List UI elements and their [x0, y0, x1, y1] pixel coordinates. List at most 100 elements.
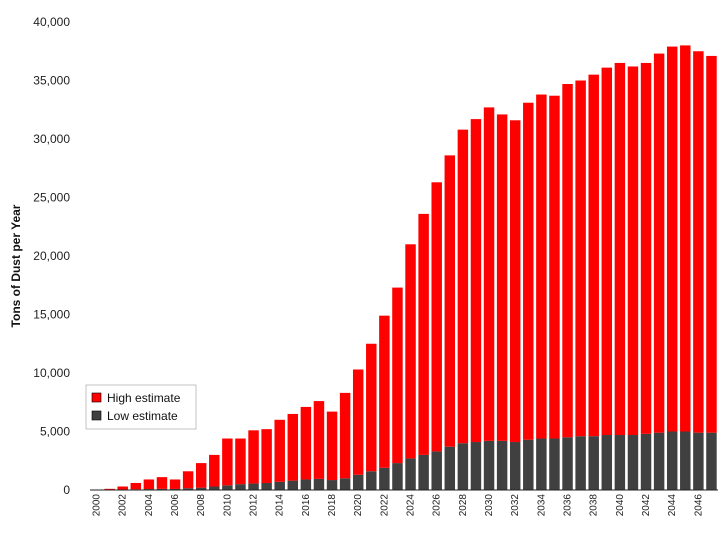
- legend-box: [85, 384, 197, 430]
- bar-high-2032: [509, 120, 521, 443]
- bar-low-2033: [523, 439, 534, 490]
- x-tick-label: 2028: [458, 494, 469, 517]
- legend: High estimate Low estimate: [85, 384, 197, 430]
- bar-high-2011: [235, 438, 246, 485]
- y-tick-label: 5,000: [40, 425, 70, 439]
- x-tick-label: 2034: [536, 494, 547, 517]
- bar-high-2007: [182, 471, 194, 489]
- bar-high-2006: [169, 479, 181, 489]
- x-tick-label: 2010: [222, 494, 233, 517]
- bar-high-2034: [536, 94, 547, 439]
- bar-high-2047: [706, 55, 717, 433]
- bar-low-2042: [640, 433, 652, 490]
- bar-high-2009: [209, 454, 220, 487]
- bar-low-2011: [235, 484, 246, 490]
- bar-low-2034: [536, 438, 547, 490]
- bar-high-2033: [523, 102, 534, 440]
- bar-high-2017: [313, 401, 325, 479]
- x-tick-label: 2026: [432, 494, 443, 517]
- x-tick-label: 2042: [641, 494, 652, 517]
- bar-high-2013: [261, 429, 272, 483]
- bar-high-2015: [287, 413, 299, 481]
- x-tick-label: 2044: [667, 494, 678, 517]
- bar-high-2035: [549, 95, 560, 439]
- bar-high-2045: [680, 45, 691, 432]
- bar-low-2036: [562, 437, 573, 490]
- bar-low-2035: [549, 438, 560, 490]
- bar-low-2030: [483, 440, 495, 490]
- bar-high-2005: [156, 477, 168, 489]
- bar-low-2010: [222, 485, 233, 490]
- bar-high-2039: [601, 67, 613, 436]
- bar-high-2042: [640, 62, 652, 434]
- bar-low-2032: [509, 442, 521, 490]
- y-tick-label: 35,000: [33, 74, 70, 88]
- bar-low-2046: [693, 432, 704, 490]
- bar-low-2008: [195, 487, 207, 490]
- legend-high-label: High estimate: [107, 391, 181, 405]
- bar-high-2024: [405, 244, 416, 459]
- bar-high-2025: [418, 213, 429, 455]
- bar-high-2030: [483, 107, 495, 441]
- x-tick-label: 2012: [249, 494, 260, 517]
- bar-low-2031: [496, 440, 508, 490]
- y-tick-labels: 0 5,000 10,000 15,000 20,000 25,000 30,000 35,0…: [33, 15, 70, 497]
- bar-low-2038: [588, 436, 599, 490]
- x-tick-label: 2036: [563, 494, 574, 517]
- x-tick-label: 2000: [92, 494, 103, 517]
- bar-low-2016: [300, 479, 312, 490]
- x-tick-label: 2030: [484, 494, 495, 517]
- bar-low-2009: [209, 486, 220, 490]
- x-tick-label: 2022: [379, 494, 390, 517]
- legend-low-label: Low estimate: [107, 409, 178, 423]
- legend-high-swatch: [91, 392, 102, 403]
- x-tick-label: 2040: [615, 494, 626, 517]
- bar-high-2001: [104, 488, 115, 490]
- x-tick-label: 2020: [353, 494, 364, 517]
- bar-high-2043: [653, 53, 665, 433]
- bar-high-2046: [693, 51, 704, 433]
- bar-high-2036: [562, 84, 573, 438]
- bar-high-2038: [588, 74, 599, 437]
- x-tick-label: 2024: [406, 494, 417, 517]
- bar-low-2023: [392, 463, 403, 490]
- bar-high-2016: [300, 406, 312, 480]
- bar-high-2002: [117, 486, 128, 490]
- bar-high-2021: [366, 343, 377, 472]
- bar-low-2014: [274, 481, 285, 490]
- bar-low-2019: [339, 478, 351, 490]
- x-tick-label: 2038: [589, 494, 600, 517]
- bar-low-2013: [261, 482, 272, 490]
- bar-high-2037: [575, 80, 586, 437]
- bar-low-2043: [653, 432, 665, 490]
- bar-high-2004: [143, 479, 155, 490]
- bars: [104, 45, 717, 490]
- bar-high-2008: [195, 463, 207, 488]
- y-tick-label: 20,000: [33, 249, 70, 263]
- legend-low-swatch: [91, 410, 102, 421]
- bar-low-2005: [156, 488, 168, 490]
- bar-high-2041: [627, 66, 639, 436]
- bar-high-2040: [614, 62, 626, 436]
- bar-low-2017: [313, 478, 325, 490]
- y-tick-label: 15,000: [33, 308, 70, 322]
- x-tick-label: 2008: [196, 494, 207, 517]
- x-tick-labels: 2000 2002 2004 2006 2008 2010 2012 2014 2016 2018…: [92, 494, 705, 517]
- bar-high-2023: [392, 287, 403, 464]
- bar-low-2047: [706, 432, 717, 490]
- x-tick-label: 2016: [301, 494, 312, 517]
- bar-high-2010: [222, 438, 233, 486]
- bar-high-2020: [352, 369, 364, 475]
- bar-high-2014: [274, 419, 285, 482]
- bar-low-2037: [575, 436, 586, 490]
- y-tick-label: 30,000: [33, 132, 70, 146]
- x-tick-label: 2014: [275, 494, 286, 517]
- bar-high-2044: [666, 46, 678, 432]
- x-tick-label: 2002: [118, 494, 129, 517]
- bar-low-2024: [405, 458, 416, 490]
- bar-low-2044: [666, 431, 678, 490]
- bar-low-2026: [431, 451, 442, 490]
- bar-low-2028: [457, 443, 469, 490]
- bar-low-2045: [680, 431, 691, 490]
